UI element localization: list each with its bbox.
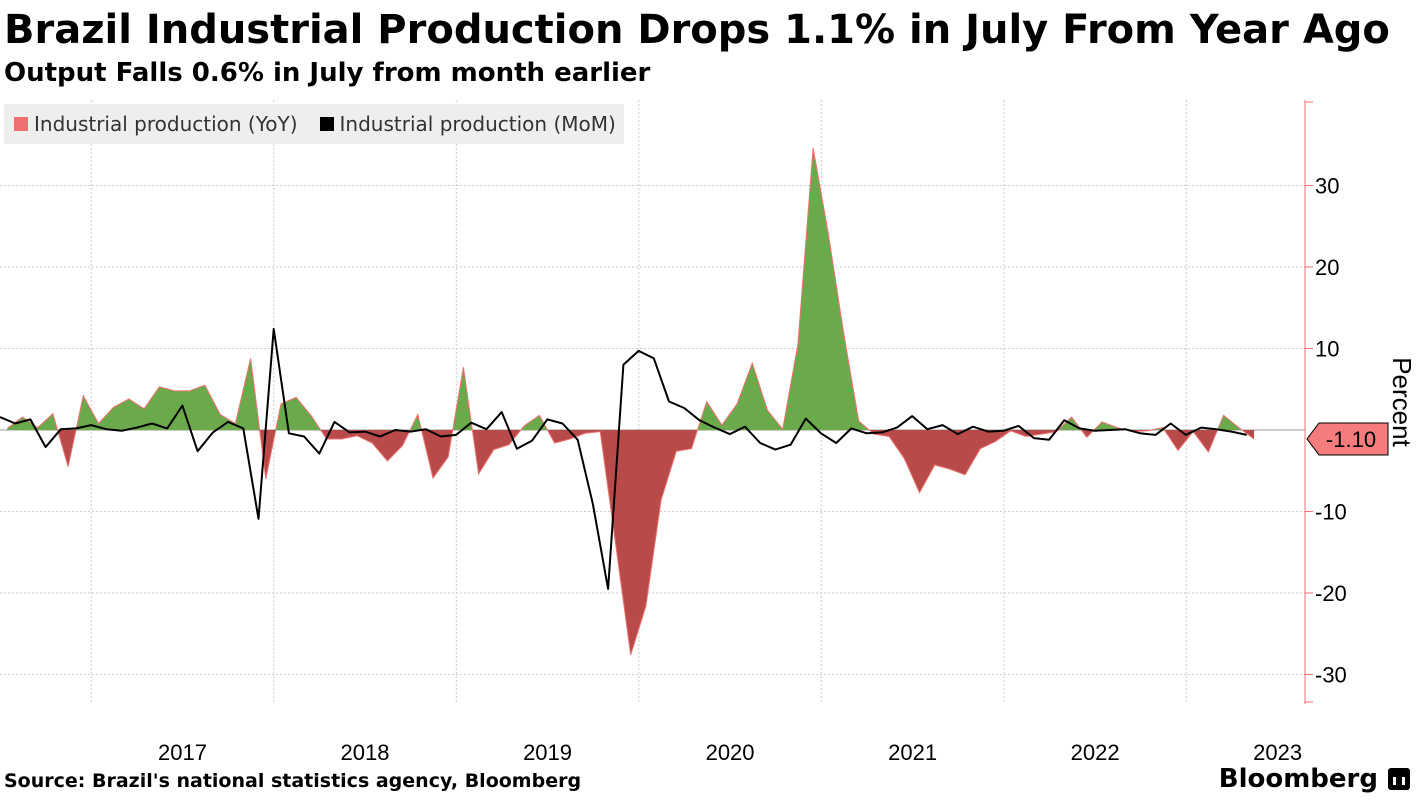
x-tick-label: 2017 (158, 740, 207, 765)
y-tick-label: 30 (1315, 174, 1339, 199)
brand-name: Bloomberg (1218, 764, 1378, 794)
x-tick-label: 2020 (706, 740, 755, 765)
yoy-positive-area (7, 413, 58, 430)
x-tick-label: 2022 (1071, 740, 1120, 765)
yoy-negative-area (320, 430, 411, 461)
yoy-area-series (7, 147, 1255, 656)
legend-label-mom: Industrial production (MoM) (339, 112, 616, 136)
last-value-label: -1.10 (1326, 427, 1376, 452)
yoy-outline (7, 147, 1255, 656)
x-tick-label: 2018 (341, 740, 390, 765)
y-tick-label: 10 (1315, 337, 1339, 362)
yoy-negative-area (259, 430, 276, 479)
mom-line (0, 327, 1247, 590)
legend-label-yoy: Industrial production (YoY) (34, 112, 298, 136)
last-value-flag (1306, 422, 1389, 456)
mom-line-series (0, 327, 1247, 590)
yoy-negative-area (547, 430, 698, 655)
last-value-marker: -1.10 (1306, 422, 1389, 456)
y-tick-label: 20 (1315, 255, 1339, 280)
yoy-negative-area (869, 430, 1058, 493)
yoy-negative-area (57, 430, 76, 467)
chart-subtitle: Output Falls 0.6% in July from month ear… (4, 58, 651, 88)
y-axis-title: Percent (1387, 357, 1417, 447)
y-tick-label: -20 (1315, 581, 1347, 606)
x-tick-label: 2021 (888, 740, 937, 765)
yoy-positive-area (452, 367, 473, 430)
yoy-negative-area (472, 430, 521, 474)
yoy-positive-area (1217, 415, 1243, 430)
y-axis: 30 20 10 -10 -20 -30 Percent (1304, 100, 1417, 704)
yoy-negative-area (421, 430, 453, 479)
y-tick-label: -10 (1315, 500, 1347, 525)
yoy-positive-area (76, 358, 260, 430)
source-note: Source: Brazil's national statistics age… (4, 770, 582, 792)
legend: Industrial production (YoY) Industrial p… (4, 104, 624, 144)
yoy-positive-area (275, 397, 321, 430)
chart-title: Brazil Industrial Production Drops 1.1% … (4, 7, 1390, 53)
bloomberg-logo: Bloomberg (1219, 764, 1410, 794)
legend-swatch-yoy (14, 117, 28, 131)
x-axis: 2017 2018 2019 2020 2021 2022 2023 (158, 740, 1302, 765)
yoy-positive-area (697, 148, 870, 430)
bloomberg-terminal-icon (1388, 768, 1410, 790)
x-tick-label: 2023 (1253, 740, 1302, 765)
yoy-negative-area (1164, 430, 1218, 452)
y-tick-label: -30 (1315, 663, 1347, 688)
legend-swatch-mom (319, 117, 334, 131)
yoy-negative-area (1081, 430, 1094, 438)
legend-item-yoy[interactable]: Industrial production (YoY) (14, 112, 298, 136)
legend-item-mom[interactable]: Industrial production (MoM) (319, 112, 616, 136)
x-tick-label: 2019 (523, 740, 572, 765)
